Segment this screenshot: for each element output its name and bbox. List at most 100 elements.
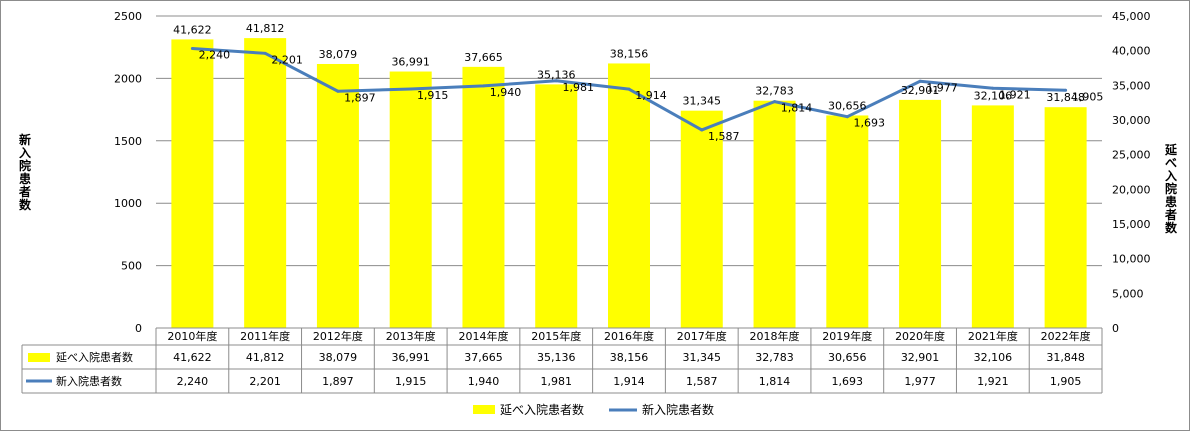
line-data-label: 1,940 bbox=[490, 86, 522, 99]
table-bar-legend-key bbox=[28, 353, 50, 362]
table-cell-bar-value: 30,656 bbox=[828, 351, 867, 364]
table-cell-line-value: 1,587 bbox=[686, 375, 718, 388]
line-point-2013年度 bbox=[409, 87, 413, 91]
right-axis-tick-label: 0 bbox=[1112, 322, 1119, 335]
right-axis-tick-label: 35,000 bbox=[1112, 79, 1151, 92]
bar-data-label: 41,622 bbox=[173, 23, 212, 36]
line-point-2010年度 bbox=[190, 46, 194, 50]
category-label: 2020年度 bbox=[895, 329, 945, 343]
right-axis-title: 延べ入院患者数 bbox=[1164, 142, 1178, 235]
line-data-label: 1,914 bbox=[635, 89, 667, 102]
table-cell-bar-value: 32,901 bbox=[901, 351, 940, 364]
category-label: 2016年度 bbox=[604, 329, 654, 343]
line-point-2020年度 bbox=[918, 79, 922, 83]
table-cell-bar-value: 37,665 bbox=[464, 351, 503, 364]
line-point-2021年度 bbox=[991, 86, 995, 90]
bar-data-label: 32,901 bbox=[901, 84, 940, 97]
category-label: 2010年度 bbox=[167, 329, 217, 343]
category-label: 2012年度 bbox=[313, 329, 363, 343]
table-cell-line-value: 1,905 bbox=[1050, 375, 1082, 388]
line-point-2022年度 bbox=[1064, 88, 1068, 92]
table-cell-bar-value: 31,848 bbox=[1046, 351, 1085, 364]
category-label: 2021年度 bbox=[968, 329, 1018, 343]
bar-data-label: 37,665 bbox=[464, 51, 503, 64]
category-label: 2014年度 bbox=[458, 329, 508, 343]
table-cell-bar-value: 38,079 bbox=[319, 351, 358, 364]
table-cell-line-value: 1,914 bbox=[613, 375, 645, 388]
bar-2017年度 bbox=[680, 110, 723, 328]
bar-2020年度 bbox=[899, 99, 942, 328]
bar-2012年度 bbox=[316, 63, 359, 329]
bar-data-label: 30,656 bbox=[828, 99, 867, 112]
line-point-2015年度 bbox=[554, 79, 558, 83]
line-point-2017年度 bbox=[700, 128, 704, 132]
bar-2022年度 bbox=[1044, 107, 1087, 329]
left-axis-tick-label: 0 bbox=[135, 322, 142, 335]
line-data-label: 1,587 bbox=[708, 130, 740, 143]
bar-2015年度 bbox=[535, 84, 578, 328]
table-cell-bar-value: 41,812 bbox=[246, 351, 285, 364]
left-axis-tick-label: 2000 bbox=[114, 72, 142, 85]
line-data-label: 1,897 bbox=[344, 91, 376, 104]
line-point-2011年度 bbox=[263, 51, 267, 55]
line-point-2019年度 bbox=[845, 115, 849, 119]
table-cell-line-value: 1,977 bbox=[904, 375, 936, 388]
line-data-label: 1,905 bbox=[1072, 90, 1104, 103]
bar-2010年度 bbox=[171, 39, 214, 328]
line-data-label: 2,240 bbox=[199, 48, 231, 61]
bar-2013年度 bbox=[389, 71, 432, 329]
right-axis-tick-label: 30,000 bbox=[1112, 114, 1151, 127]
legend-bar-label: 延べ入院患者数 bbox=[500, 402, 584, 417]
bar-data-label: 32,106 bbox=[974, 89, 1013, 102]
table-cell-line-value: 1,921 bbox=[977, 375, 1009, 388]
table-cell-bar-value: 35,136 bbox=[537, 351, 576, 364]
table-row-header-line: 新入院患者数 bbox=[56, 374, 122, 388]
bar-2018年度 bbox=[753, 100, 796, 329]
right-axis-tick-label: 10,000 bbox=[1112, 253, 1151, 266]
line-data-label: 1,977 bbox=[926, 81, 958, 94]
table-cell-bar-value: 31,345 bbox=[683, 351, 722, 364]
bar-data-label: 41,812 bbox=[246, 22, 285, 35]
category-label: 2013年度 bbox=[386, 329, 436, 343]
right-axis-tick-label: 45,000 bbox=[1112, 10, 1151, 23]
bar-data-label: 32,783 bbox=[755, 85, 794, 98]
bar-data-label: 31,345 bbox=[683, 95, 722, 108]
category-label: 2018年度 bbox=[750, 329, 800, 343]
line-point-2012年度 bbox=[336, 89, 340, 93]
bar-data-label: 38,156 bbox=[610, 47, 649, 60]
bar-2011年度 bbox=[244, 38, 287, 329]
right-axis-tick-label: 5,000 bbox=[1112, 287, 1144, 300]
table-cell-line-value: 2,201 bbox=[249, 375, 281, 388]
left-axis-tick-label: 500 bbox=[121, 260, 142, 273]
table-cell-bar-value: 41,622 bbox=[173, 351, 212, 364]
line-point-2014年度 bbox=[481, 84, 485, 88]
line-data-label: 2,201 bbox=[271, 53, 303, 66]
bar-2014年度 bbox=[462, 66, 505, 328]
legend-line-label: 新入院患者数 bbox=[642, 402, 714, 417]
category-label: 2011年度 bbox=[240, 329, 290, 343]
line-data-label: 1,921 bbox=[999, 88, 1031, 101]
table-cell-bar-value: 32,783 bbox=[755, 351, 794, 364]
legend-bar-key bbox=[473, 405, 495, 414]
table-row-header-bar: 延べ入院患者数 bbox=[56, 350, 133, 364]
table-cell-bar-value: 38,156 bbox=[610, 351, 649, 364]
line-data-label: 1,693 bbox=[854, 117, 886, 130]
line-point-2018年度 bbox=[773, 100, 777, 104]
table-cell-line-value: 1,981 bbox=[540, 375, 572, 388]
bar-data-label: 31,848 bbox=[1046, 91, 1085, 104]
line-data-label: 1,981 bbox=[562, 81, 594, 94]
bar-2016年度 bbox=[608, 63, 650, 329]
table-cell-bar-value: 32,106 bbox=[974, 351, 1013, 364]
table-cell-line-value: 1,693 bbox=[832, 375, 864, 388]
bar-2019年度 bbox=[826, 115, 869, 328]
bar-data-label: 38,079 bbox=[319, 48, 358, 61]
category-label: 2015年度 bbox=[531, 329, 581, 343]
table-cell-line-value: 2,240 bbox=[177, 375, 209, 388]
left-axis-tick-label: 1000 bbox=[114, 197, 142, 210]
line-data-label: 1,915 bbox=[417, 89, 449, 102]
bar-data-label: 35,136 bbox=[537, 68, 576, 81]
table-cell-line-value: 1,897 bbox=[322, 375, 354, 388]
right-axis-tick-label: 25,000 bbox=[1112, 149, 1151, 162]
